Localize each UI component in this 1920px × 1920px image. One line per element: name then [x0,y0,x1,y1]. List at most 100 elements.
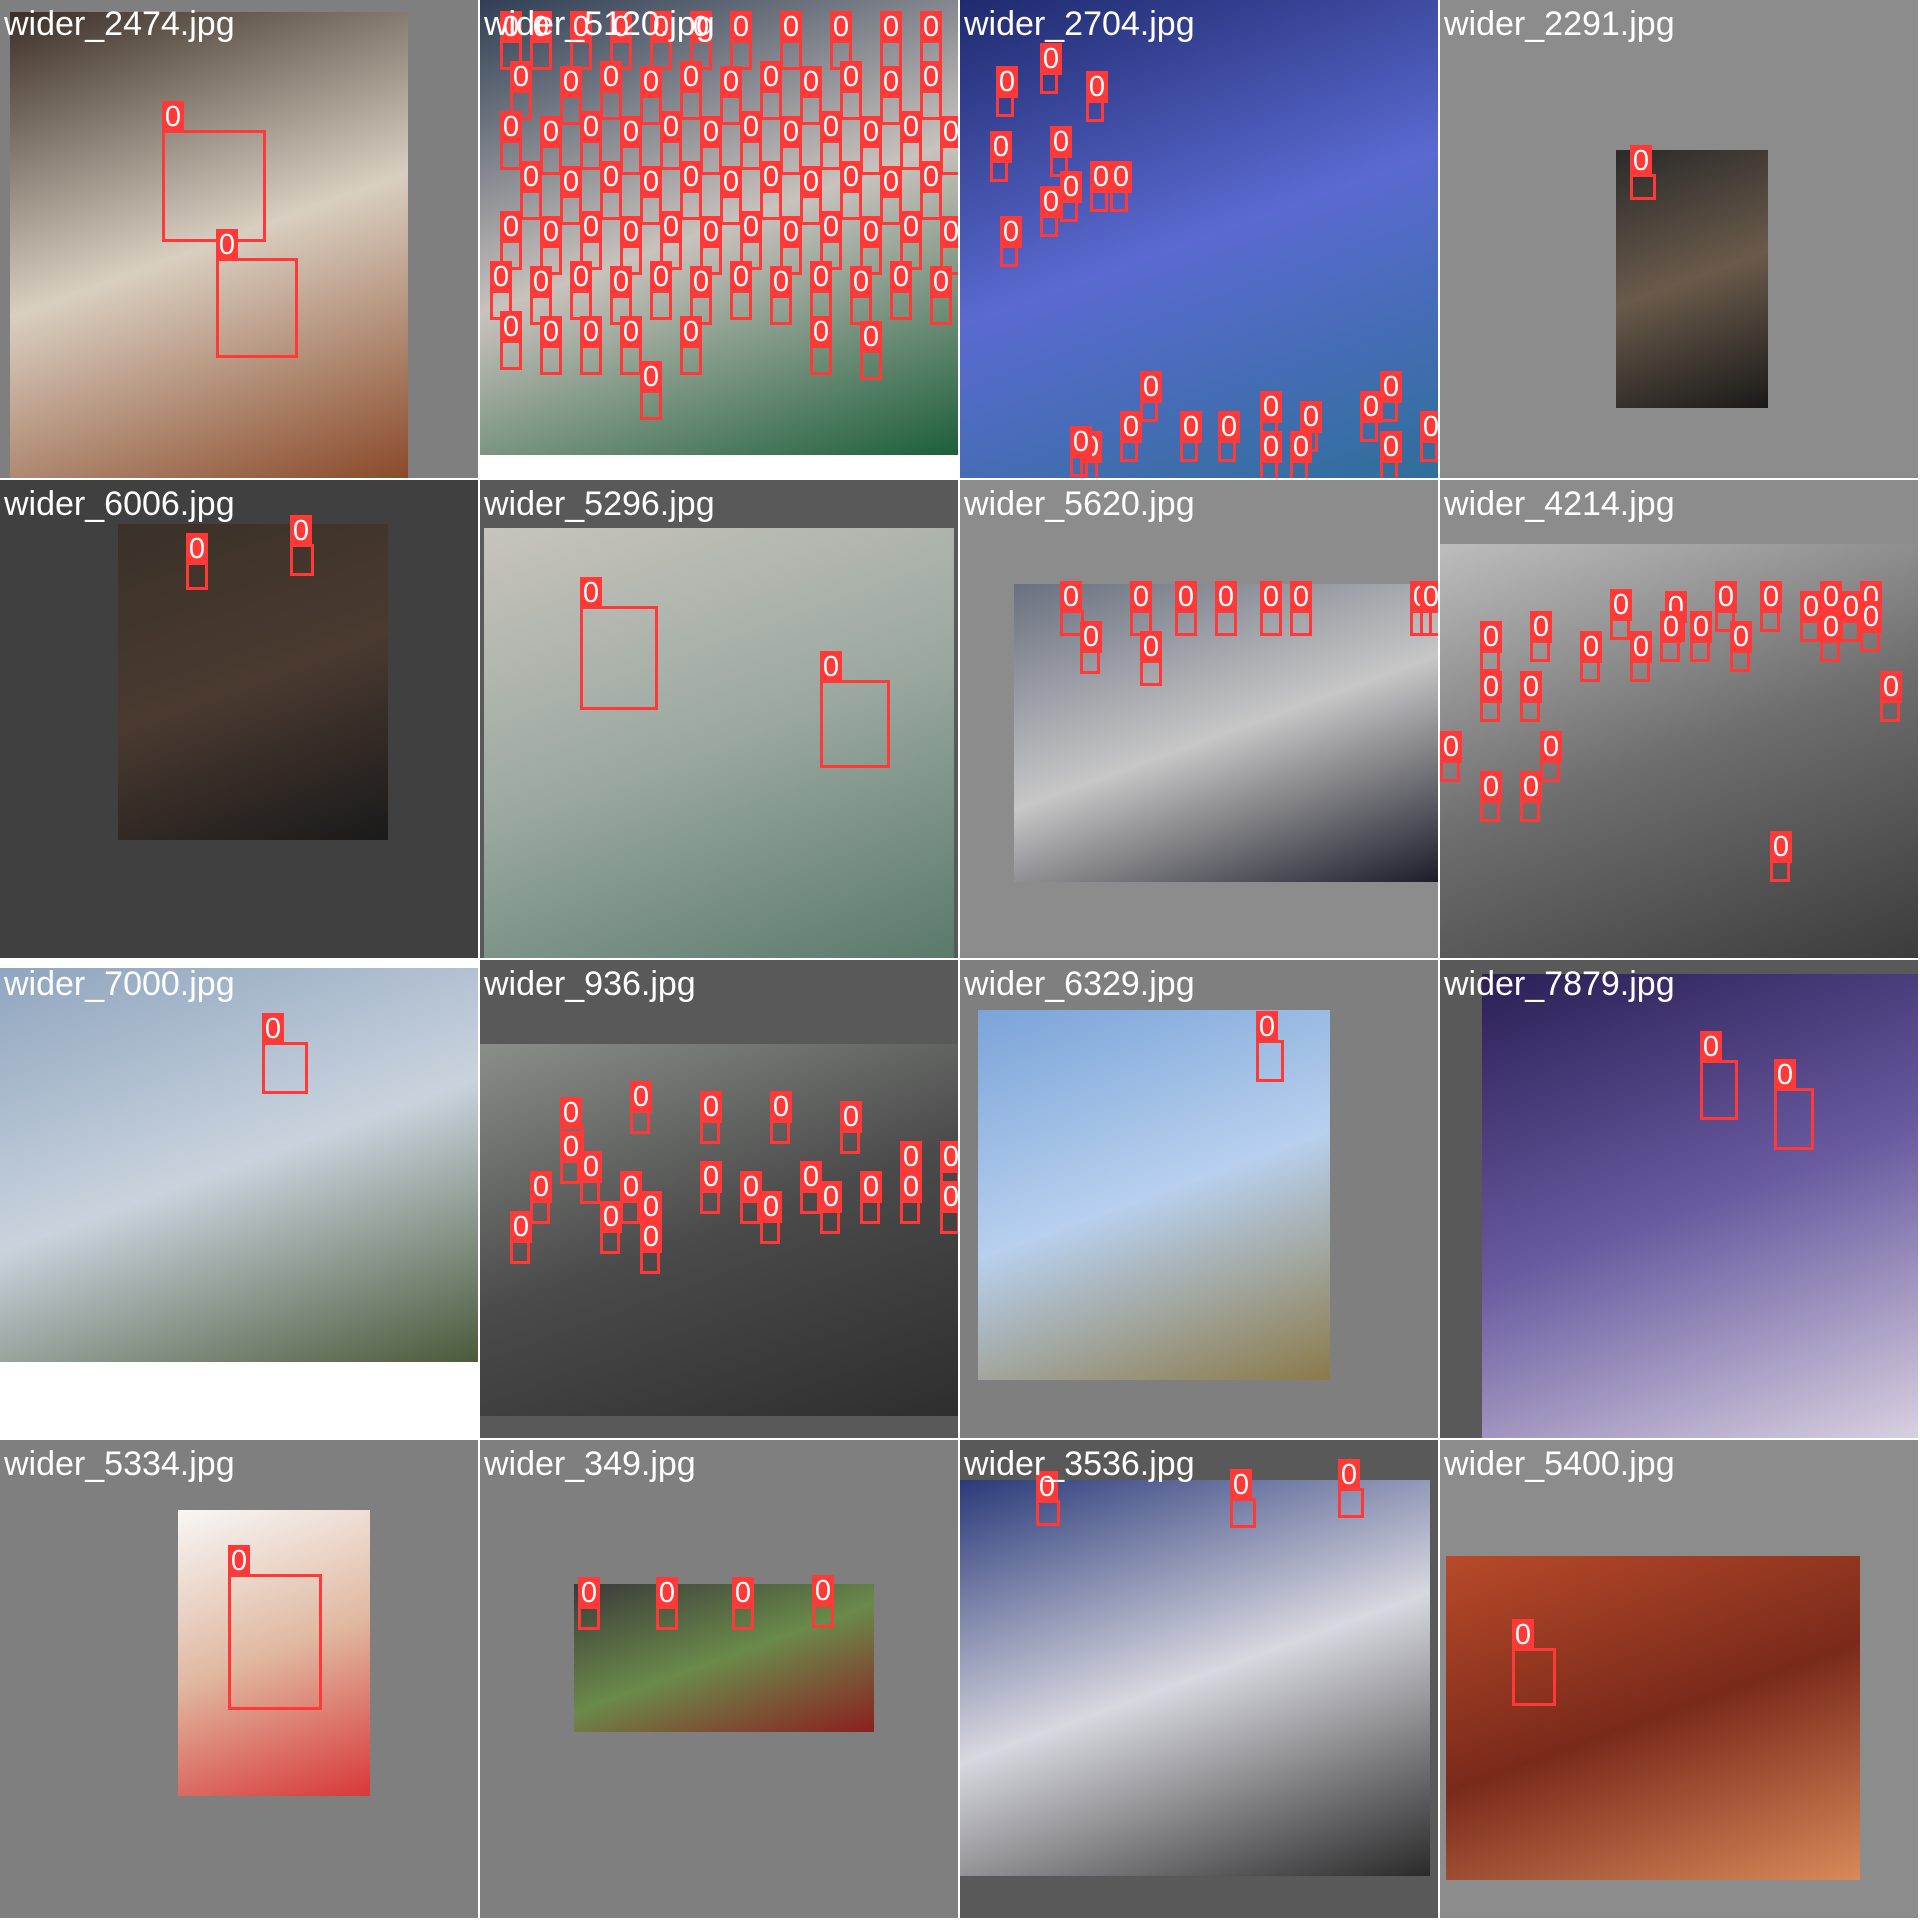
mosaic-tile[interactable]: wider_5120.jpg 0 0 0 0 0 0 0 0 0 0 0 0 0 0 0 0 0 0 0 0 0 0 0 0 0 0… [480,0,958,478]
class-label-tag: 0 [1700,1031,1722,1063]
face-bounding-box: 0 [1420,411,1438,462]
class-label-tag: 0 [620,1171,642,1203]
face-bounding-box: 0 [840,1101,862,1154]
face-bounding-box: 0 [560,1131,582,1184]
class-label-tag: 0 [880,11,902,43]
class-label-tag: 0 [228,1545,250,1577]
mosaic-tile[interactable]: wider_5296.jpg 0 0 [480,480,958,958]
face-bounding-box: 0 [530,1171,552,1224]
face-bounding-box: 0 [830,11,852,70]
class-label-tag: 0 [720,166,742,198]
face-bounding-box: 0 [1580,631,1602,682]
mosaic-tile[interactable]: wider_6329.jpg 0 [960,960,1438,1438]
class-label-tag: 0 [1300,401,1322,433]
tile-filename: wider_349.jpg [484,1445,696,1483]
mosaic-tile[interactable]: wider_6006.jpg 0 0 [0,480,478,958]
class-label-tag: 0 [1140,631,1162,663]
class-label-tag: 0 [1180,411,1202,443]
mosaic-tile[interactable]: wider_5400.jpg 0 [1440,1440,1918,1918]
face-bounding-box: 0 [1512,1619,1556,1706]
face-bounding-box: 0 [540,216,562,275]
class-label-tag: 0 [780,11,802,43]
face-bounding-box: 0 [1260,581,1282,636]
class-label-tag: 0 [740,211,762,243]
class-label-tag: 0 [1520,671,1542,703]
face-bounding-box: 0 [640,361,662,420]
class-label-tag: 0 [1060,171,1082,203]
face-bounding-box: 0 [1380,371,1402,422]
class-label-tag: 0 [560,1097,582,1129]
class-label-tag: 0 [610,266,632,298]
mosaic-tile[interactable]: wider_4214.jpg 0 0 0 0 0 0 0 0 0 0 0 0 0 0 0 0 0 0 0 0 0 0 0 0 0 [1440,480,1918,958]
class-label-tag: 0 [1630,145,1652,177]
mosaic-tile[interactable]: wider_5334.jpg 0 [0,1440,478,1918]
face-bounding-box: 0 [940,116,958,175]
tile-filename: wider_5120.jpg [484,5,715,43]
mosaic-tile[interactable]: wider_2291.jpg 0 [1440,0,1918,478]
face-bounding-box: 0 [500,11,522,70]
class-label-tag: 0 [800,66,822,98]
mosaic-tile[interactable]: wider_936.jpg 0 0 0 0 0 0 0 0 0 0 0 0 0 0 0 0 0 0 0 0 0 0 0 [480,960,958,1438]
face-bounding-box: 0 [1480,621,1502,672]
class-label-tag: 0 [732,1577,754,1609]
class-label-tag: 0 [1840,591,1862,623]
face-bounding-box: 0 [900,1171,922,1224]
class-label-tag: 0 [900,111,922,143]
class-label-tag: 0 [510,1211,532,1243]
face-bounding-box: 0 [660,111,682,170]
face-bounding-box: 0 [1715,581,1737,632]
face-bounding-box: 0 [900,111,922,170]
class-label-tag: 0 [1660,611,1682,643]
mosaic-tile[interactable]: wider_7879.jpg 0 0 [1440,960,1918,1438]
face-bounding-box: 0 [1840,591,1862,642]
class-label-tag: 0 [510,61,532,93]
mosaic-tile[interactable]: wider_349.jpg 0 0 0 0 [480,1440,958,1918]
face-bounding-box: 0 [1140,371,1162,422]
class-label-tag: 0 [540,316,562,348]
face-bounding-box: 0 [1070,426,1092,477]
face-bounding-box: 0 [640,166,662,225]
tile-photo [10,12,408,478]
face-bounding-box: 0 [890,261,912,320]
face-bounding-box: 0 [1730,621,1752,672]
class-label-tag: 0 [800,1161,822,1193]
class-label-tag: 0 [740,111,762,143]
face-bounding-box: 0 [1420,581,1438,636]
class-label-tag: 0 [610,11,632,43]
face-bounding-box: 0 [1880,671,1902,722]
face-bounding-box: 0 [580,316,602,375]
class-label-tag: 0 [1040,186,1062,218]
face-bounding-box: 0 [530,11,552,70]
face-bounding-box: 0 [1480,671,1502,722]
class-label-tag: 0 [640,166,662,198]
face-bounding-box: 0 [1610,589,1632,640]
class-label-tag: 0 [1086,71,1108,103]
face-bounding-box: 0 [262,1013,308,1094]
face-bounding-box: 0 [530,266,552,325]
tile-filename: wider_6329.jpg [964,965,1195,1003]
face-bounding-box: 0 [770,266,792,325]
class-label-tag: 0 [660,111,682,143]
class-label-tag: 0 [860,1171,882,1203]
mosaic-tile[interactable]: wider_2474.jpg 0 0 [0,0,478,478]
class-label-tag: 0 [920,61,942,93]
face-bounding-box: 0 [162,101,266,242]
class-label-tag: 0 [1380,371,1402,403]
face-bounding-box: 0 [680,61,702,120]
face-bounding-box: 0 [680,161,702,220]
face-bounding-box: 0 [656,1577,678,1630]
class-label-tag: 0 [940,1181,958,1213]
mosaic-tile[interactable]: wider_7000.jpg 0 [0,960,478,1438]
class-label-tag: 0 [1140,371,1162,403]
class-label-tag: 0 [580,1151,602,1183]
class-label-tag: 0 [1215,581,1237,613]
face-bounding-box: 0 [1260,431,1282,478]
face-bounding-box: 0 [1040,186,1062,237]
face-bounding-box: 0 [820,111,842,170]
class-label-tag: 0 [830,11,852,43]
class-label-tag: 0 [810,316,832,348]
mosaic-tile[interactable]: wider_3536.jpg 0 0 0 [960,1440,1438,1918]
class-label-tag: 0 [820,211,842,243]
